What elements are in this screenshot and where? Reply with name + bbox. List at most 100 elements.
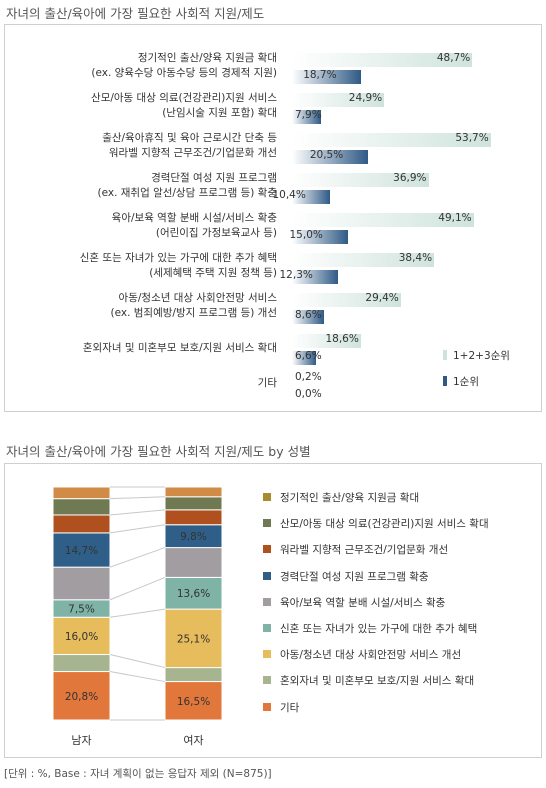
legend-item: 혼외자녀 및 미혼부모 보호/지원 서비스 확대 (263, 673, 474, 688)
legend-item: 산모/아동 대상 의료(건강관리)지원 서비스 확대 (263, 516, 489, 531)
chart2-title: 자녀의 출산/육아에 가장 필요한 사회적 지원/제도 by 성별 (6, 444, 311, 459)
bar-total (292, 173, 429, 187)
category-label-line: 워라벨 지향적 근무조건/기업문화 개선 (108, 147, 277, 159)
bar-total-label: 53,7% (455, 132, 489, 144)
stack-segment (164, 486, 223, 498)
stack-connector (109, 671, 166, 683)
legend-label: 1+2+3순위 (453, 350, 510, 362)
category-label-line: 육아/보육 역할 분배 시설/서비스 확충 (111, 212, 277, 224)
bar-total (292, 213, 474, 227)
legend-item: 1+2+3순위 (443, 348, 510, 363)
bar-first-label: 12,3% (279, 269, 313, 281)
category-label: 혼외자녀 및 미혼부모 보호/지원 서비스 확대 (83, 341, 277, 356)
stack-connector (109, 654, 166, 669)
stack-segment (164, 667, 223, 683)
category-label-line: 산모/아동 대상 의료(건강관리)지원 서비스 (91, 92, 277, 104)
bar-first (292, 230, 348, 244)
legend-label: 혼외자녀 및 미혼부모 보호/지원 서비스 확대 (280, 675, 475, 688)
bar-first (292, 190, 331, 204)
category-label-line: (ex. 재취업 알선/상담 프로그램 등) 확충 (97, 187, 278, 199)
bar-total-label: 0,2% (295, 371, 322, 383)
bar-total-label: 29,4% (365, 292, 399, 304)
legend-item: 경력단절 여성 지원 프로그램 확충 (263, 569, 429, 584)
legend-item: 육아/보육 역할 분배 시설/서비스 확충 (263, 595, 445, 610)
stack-connector (109, 524, 166, 534)
legend-item: 1순위 (443, 374, 479, 389)
legend-swatch (263, 597, 271, 606)
legend-label: 신혼 또는 자녀가 있는 가구에 대한 추가 혜택 (280, 623, 478, 635)
legend-swatch (263, 571, 271, 580)
legend-swatch (263, 650, 271, 659)
stack-segment-label: 14,7% (65, 545, 98, 557)
bar-first-label: 7,9% (295, 109, 322, 121)
category-label: 정기적인 출산/양육 지원금 확대 (ex. 양육수당 아동수당 등의 경제적 지… (91, 51, 277, 81)
stack-segment-label: 20,8% (65, 691, 98, 703)
bar-first-label: 6,6% (295, 350, 322, 362)
legend-item: 워라벨 지향적 근무조건/기업문화 개선 (263, 542, 448, 557)
bar-total-label: 24,9% (348, 92, 383, 104)
legend-swatch (263, 702, 271, 711)
bar-total (292, 93, 385, 107)
category-label: 여자 (183, 734, 203, 747)
category-label-line: 정기적인 출산/양육 지원금 확대 (137, 52, 277, 64)
legend-swatch (443, 376, 447, 386)
legend-label: 기타 (280, 701, 300, 714)
bar-total (292, 133, 491, 147)
category-label-line: (세제혜택 주택 지원 정책 등) (149, 267, 277, 279)
legend-swatch (263, 493, 271, 501)
bar-first (292, 150, 368, 164)
bar-first (292, 351, 317, 365)
legend-label: 정기적인 출산/양육 지원금 확대 (280, 492, 420, 504)
chart2-panel: 20,8% 16,0% 7,5% 14,7% 16,5% 25,1% 13,6% 9,8% 남자… (4, 463, 542, 758)
legend-item: 아동/청소년 대상 사회안전망 서비스 개선 (263, 647, 461, 662)
bar-total (292, 293, 401, 307)
category-label: 신혼 또는 자녀가 있는 가구에 대한 추가 혜택 (세제혜택 주택 지원 정책 … (80, 251, 277, 281)
stack-segment (52, 514, 111, 534)
legend-item: 기타 (263, 700, 299, 715)
legend-swatch (263, 545, 271, 554)
stacked-bar-chart: 20,8% 16,0% 7,5% 14,7% 16,5% 25,1% 13,6% 9,8% 남자… (52, 486, 223, 747)
stack-segment-label: 7,5% (68, 604, 95, 616)
stack-connector (109, 547, 166, 568)
stack-connector (109, 496, 166, 500)
category-label-line: 경력단절 여성 지원 프로그램 (151, 172, 277, 184)
bar-total (292, 253, 435, 267)
stack-connector (109, 509, 166, 516)
legend-label: 경력단절 여성 지원 프로그램 확충 (280, 570, 429, 583)
stack-segment (164, 576, 223, 610)
bar-first (292, 110, 322, 124)
legend-label: 산모/아동 대상 의료(건강관리)지원 서비스 확대 (280, 518, 489, 531)
legend-item: 신혼 또는 자녀가 있는 가구에 대한 추가 혜택 (263, 621, 477, 636)
category-label-line: 신혼 또는 자녀가 있는 가구에 대한 추가 혜택 (79, 252, 277, 264)
category-label: 아동/청소년 대상 사회안전망 서비스 (ex. 범죄예방/방지 프로그램 등) … (111, 291, 278, 321)
bar-total-label: 48,7% (436, 52, 471, 64)
stack-connector (109, 608, 166, 618)
bar-total (292, 334, 361, 348)
category-label-line: 출산/육아휴직 및 육아 근로시간 단축 등 (102, 132, 277, 144)
legend-swatch (263, 624, 271, 632)
legend-item: 정기적인 출산/양육 지원금 확대 (263, 490, 419, 505)
category-label: 경력단절 여성 지원 프로그램 (ex. 재취업 알선/상담 프로그램 등) 확충 (98, 171, 278, 201)
legend-swatch (263, 676, 271, 685)
stack-segment (52, 486, 111, 500)
bar-total-label: 18,6% (325, 333, 359, 345)
legend-label: 육아/보육 역할 분배 시설/서비스 확충 (280, 596, 446, 609)
category-label: 남자 (71, 734, 91, 747)
chart1-title: 자녀의 출산/육아에 가장 필요한 사회적 지원/제도 (6, 6, 265, 21)
legend-label: 워라벨 지향적 근무조건/기업문화 개선 (280, 544, 449, 557)
stack-segment (164, 509, 223, 526)
stack-segment (52, 532, 111, 568)
category-label-line: (ex. 범죄예방/방지 프로그램 등) 개선 (110, 307, 278, 319)
category-label-line: (ex. 양육수당 아동수당 등의 경제적 지원) (91, 67, 277, 79)
bar-first-label: 20,5% (309, 149, 344, 161)
category-label-line: 기타 (257, 377, 277, 389)
category-label-line: (난임시술 지원 포함) 확대 (162, 107, 277, 119)
category-label: 산모/아동 대상 의료(건강관리)지원 서비스 (난임시술 지원 포함) 확대 (91, 91, 277, 121)
stack-segment (52, 566, 111, 601)
category-label: 기타 (258, 376, 277, 391)
stack-segment (52, 498, 111, 516)
category-label-line: 아동/청소년 대상 사회안전망 서비스 (118, 292, 277, 304)
stack-connector (109, 576, 166, 601)
bar-total-label: 49,1% (438, 212, 472, 224)
